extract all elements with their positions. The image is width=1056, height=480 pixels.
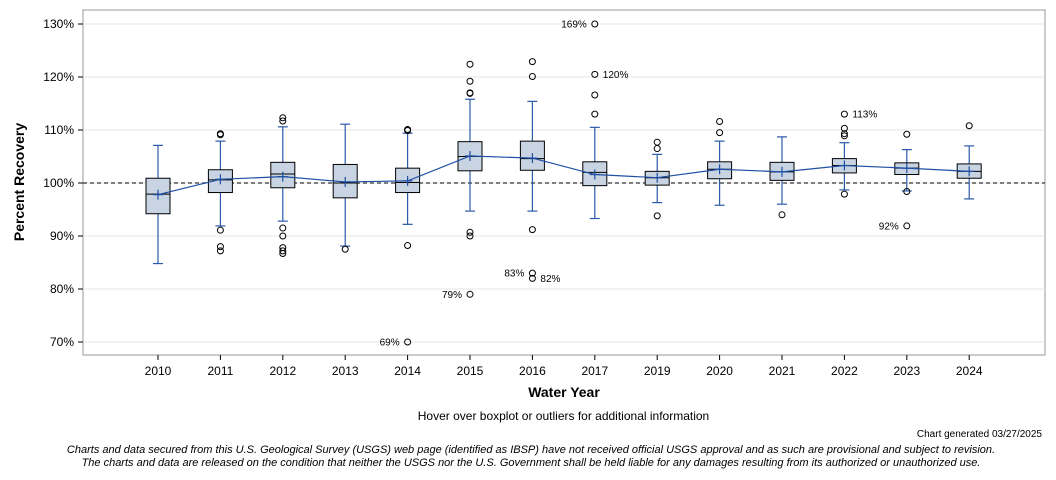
outlier-point[interactable]	[840, 132, 848, 140]
outlier-point[interactable]	[279, 247, 287, 255]
outlier-point[interactable]	[466, 77, 474, 85]
chart-generated-date: Chart generated 03/27/2025	[916, 429, 1042, 440]
outlier-point[interactable]	[279, 114, 287, 122]
x-tick-label: 2011	[207, 364, 233, 378]
y-tick-label: 90%	[50, 229, 74, 243]
mean-connect-line	[157, 155, 970, 196]
outlier-point[interactable]	[404, 338, 412, 346]
disclaimer-line-1: Charts and data secured from this U.S. G…	[66, 444, 996, 456]
boxplot-2017[interactable]	[582, 20, 608, 220]
disclaimer-line-2: The charts and data are released on the …	[81, 457, 981, 469]
boxplot-2019[interactable]	[644, 138, 670, 220]
outlier-point[interactable]	[965, 122, 973, 130]
outlier-point[interactable]	[591, 110, 599, 118]
boxplot-2021[interactable]	[769, 136, 795, 219]
outlier-point[interactable]	[528, 58, 536, 66]
outlier-point[interactable]	[591, 20, 599, 28]
boxplot-2013[interactable]	[332, 123, 358, 253]
outlier-point[interactable]	[653, 145, 661, 153]
outlier-point[interactable]	[404, 127, 412, 135]
boxplot-2011[interactable]	[207, 130, 233, 255]
outlier-point[interactable]	[903, 187, 911, 195]
outlier-point[interactable]	[591, 70, 599, 78]
x-tick-label: 2010	[145, 364, 172, 378]
outlier-point[interactable]	[279, 117, 287, 125]
outlier-point[interactable]	[341, 245, 349, 253]
mean-line-layer	[157, 155, 970, 196]
outlier-point[interactable]	[903, 130, 911, 138]
boxplot-2016[interactable]	[519, 58, 545, 282]
axes-layer: 70% 80% 90% 100% 110% 120% 130% 2010 2011 2012 201…	[43, 17, 983, 378]
x-tick-label: 2020	[706, 364, 733, 378]
outlier-point[interactable]	[840, 110, 848, 118]
outlier-point[interactable]	[716, 129, 724, 137]
y-tick-label: 120%	[43, 70, 74, 84]
x-tick-label: 2019	[644, 364, 671, 378]
x-tick-label: 2022	[831, 364, 858, 378]
outlier-point[interactable]	[404, 242, 412, 250]
outlier-annotation: 113%	[852, 110, 877, 121]
x-tick-label: 2016	[519, 364, 546, 378]
y-tick-label: 100%	[43, 176, 74, 190]
outlier-point[interactable]	[840, 190, 848, 198]
outlier-annotation: 120%	[603, 70, 629, 81]
annotations-layer: 169% 120% 113% 92% 83% 82% 79% 69%	[380, 20, 899, 349]
x-tick-label: 2024	[956, 364, 983, 378]
outlier-point[interactable]	[840, 124, 848, 132]
outlier-point[interactable]	[653, 212, 661, 220]
x-axis-title: Water Year	[528, 384, 600, 400]
boxplot-2023[interactable]	[894, 130, 920, 230]
outlier-point[interactable]	[528, 226, 536, 234]
x-tick-label: 2012	[269, 364, 296, 378]
x-tick-label: 2013	[332, 364, 359, 378]
x-tick-label: 2014	[394, 364, 421, 378]
outlier-annotation: 83%	[504, 269, 524, 280]
boxplot-2010[interactable]	[145, 144, 171, 265]
outlier-point[interactable]	[528, 269, 536, 277]
outlier-point[interactable]	[279, 232, 287, 240]
outlier-point[interactable]	[653, 138, 661, 146]
outlier-annotation: 92%	[879, 221, 899, 232]
outlier-annotation: 169%	[561, 20, 587, 31]
outlier-point[interactable]	[279, 224, 287, 232]
outlier-point[interactable]	[778, 211, 786, 219]
y-tick-label: 130%	[43, 17, 74, 31]
outlier-point[interactable]	[591, 91, 599, 99]
outlier-point[interactable]	[466, 290, 474, 298]
outlier-point[interactable]	[216, 243, 224, 251]
boxplot-2024[interactable]	[956, 122, 982, 200]
outlier-point[interactable]	[716, 118, 724, 126]
boxplot-2014[interactable]	[395, 125, 421, 346]
y-tick-label: 70%	[50, 335, 74, 349]
outlier-point[interactable]	[466, 228, 474, 236]
outlier-point[interactable]	[466, 89, 474, 97]
boxplot-2020[interactable]	[707, 118, 733, 206]
boxplot-2022[interactable]	[831, 110, 857, 198]
outlier-point[interactable]	[216, 226, 224, 234]
hover-note: Hover over boxplot or outliers for addit…	[417, 409, 710, 423]
outlier-annotation: 82%	[540, 274, 560, 285]
outlier-point[interactable]	[216, 247, 224, 255]
x-tick-label: 2023	[893, 364, 920, 378]
x-tick-label: 2017	[581, 364, 608, 378]
x-tick-label: 2021	[769, 364, 796, 378]
box-iqr[interactable]	[145, 177, 171, 215]
outlier-annotation: 79%	[442, 290, 462, 301]
outlier-point[interactable]	[903, 222, 911, 230]
y-tick-label: 110%	[44, 123, 74, 137]
y-tick-label: 80%	[50, 282, 74, 296]
outlier-point[interactable]	[528, 274, 536, 282]
outlier-point[interactable]	[528, 72, 536, 80]
outlier-point[interactable]	[840, 130, 848, 138]
boxplot-2015[interactable]	[457, 60, 483, 298]
boxplot-2012[interactable]	[270, 114, 296, 257]
outlier-point[interactable]	[466, 60, 474, 68]
x-tick-label: 2015	[457, 364, 484, 378]
outlier-point[interactable]	[216, 131, 224, 139]
outlier-annotation: 69%	[380, 338, 400, 349]
y-axis-title: Percent Recovery	[11, 123, 27, 242]
outlier-point[interactable]	[466, 232, 474, 240]
outlier-point[interactable]	[279, 249, 287, 257]
